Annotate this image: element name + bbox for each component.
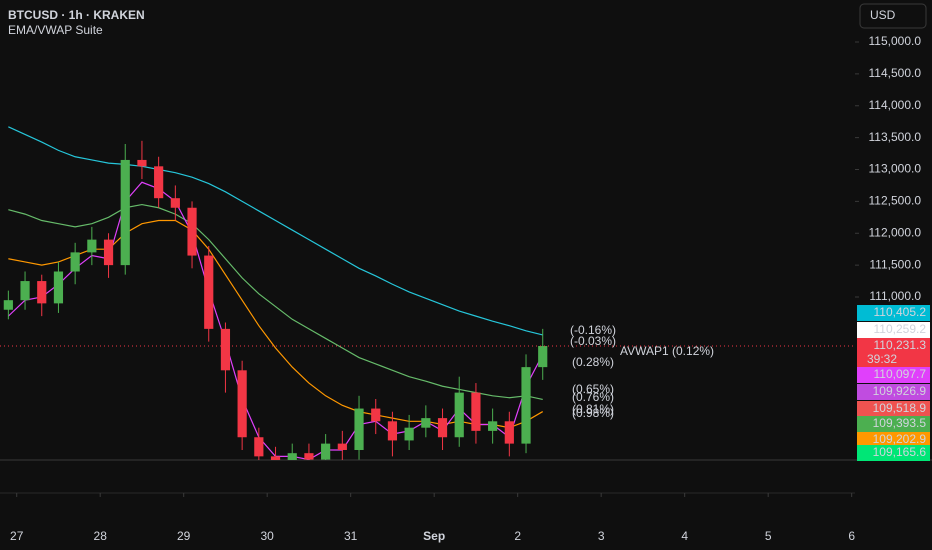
candle-body [471,392,481,431]
line-annotation: (0.28%) [572,355,614,369]
candle-body [421,418,431,428]
candle-body [337,443,347,450]
countdown: 39:32 [867,352,897,366]
candle-body [170,198,180,208]
price-label: 109,518.9 [873,401,927,415]
line-annotation: (0.76%) [572,390,614,404]
y-tick-label: 113,500.0 [869,130,922,144]
price-label: 109,165.6 [873,445,927,459]
line-annotation: (-0.03%) [570,334,616,348]
candle-body [103,239,114,266]
price-label-box [857,305,930,321]
currency-button[interactable] [859,3,927,29]
price-label: 109,926.9 [873,384,927,398]
x-tick-label: 29 [177,529,191,543]
price-label-box [857,384,930,400]
indicator-line [8,203,543,400]
candle-body [187,207,197,256]
price-label-box [857,416,930,432]
candle-body [387,421,398,441]
candle-body [3,300,13,310]
y-tick-label: 113,000.0 [869,162,922,176]
candle-body [454,392,464,438]
candle-body [287,453,297,460]
candle-body [437,418,448,438]
candle-body [488,421,498,431]
candle-body [304,453,314,460]
candle-body [220,328,231,371]
chart-subtitle: EMA/VWAP Suite [8,23,103,37]
x-tick-label: 28 [94,529,108,543]
x-tick-label: 3 [598,529,605,543]
line-annotation: (0.98%) [572,406,614,420]
line-annotation: (0.65%) [572,382,614,396]
candle-body [254,437,264,457]
candle-body [354,408,364,450]
y-tick-label: 112,000.0 [869,225,922,239]
indicator-line [8,219,544,429]
price-label: 110,097.7 [874,367,927,381]
y-tick-label: 111,500.0 [869,257,921,271]
y-tick-label: 111,000.0 [869,289,921,303]
candle-body [70,252,80,272]
price-label-box [857,338,930,368]
candle-body [53,271,64,304]
x-tick-label: 30 [261,529,275,543]
indicator-line [8,126,543,336]
x-tick-label: 31 [344,529,358,543]
y-tick-label: 115,000.0 [869,34,922,48]
candle-body [504,421,514,444]
chart-title: BTCUSD · 1h · KRAKEN [8,8,145,22]
x-tick-label: 6 [848,529,855,543]
x-tick-label: Sep [423,529,445,543]
x-tick-label: 5 [765,529,772,543]
price-label-box [857,432,930,448]
price-label: 110,231.3 [874,338,927,352]
price-label-box [857,401,930,417]
currency-label[interactable]: USD [870,8,896,22]
line-annotation: (0.81%) [572,402,614,416]
candle-body [538,346,548,368]
candle-body [20,281,30,301]
candle-body [237,370,247,438]
plot-area [0,126,855,460]
candle-body [404,427,414,441]
candle-body [270,456,281,460]
price-label: 109,393.5 [873,416,927,430]
y-tick-label: 112,500.0 [869,194,922,208]
price-label: 109,202.9 [873,432,927,446]
candle-body [37,281,47,304]
candle-body [371,408,381,422]
price-label-box [857,367,930,383]
x-tick-label: 4 [681,529,688,543]
candle-body [321,443,331,460]
candle-body [154,166,164,199]
x-tick-label: 27 [10,529,24,543]
y-tick-label: 114,500.0 [869,66,922,80]
candle-body [87,239,97,253]
candle-body [204,255,214,329]
candle-body [137,159,147,167]
price-label: 110,405.2 [874,305,927,319]
x-tick-label: 2 [514,529,521,543]
line-annotation: (-0.16%) [570,323,616,337]
y-tick-label: 114,000.0 [869,98,922,112]
price-label-box [857,445,930,461]
candle-body [120,159,130,266]
candle-body [521,367,531,444]
price-label-box [857,322,930,338]
line-annotation: AVWAP1 (0.12%) [620,344,714,358]
price-label: 110,259.2 [874,322,927,336]
